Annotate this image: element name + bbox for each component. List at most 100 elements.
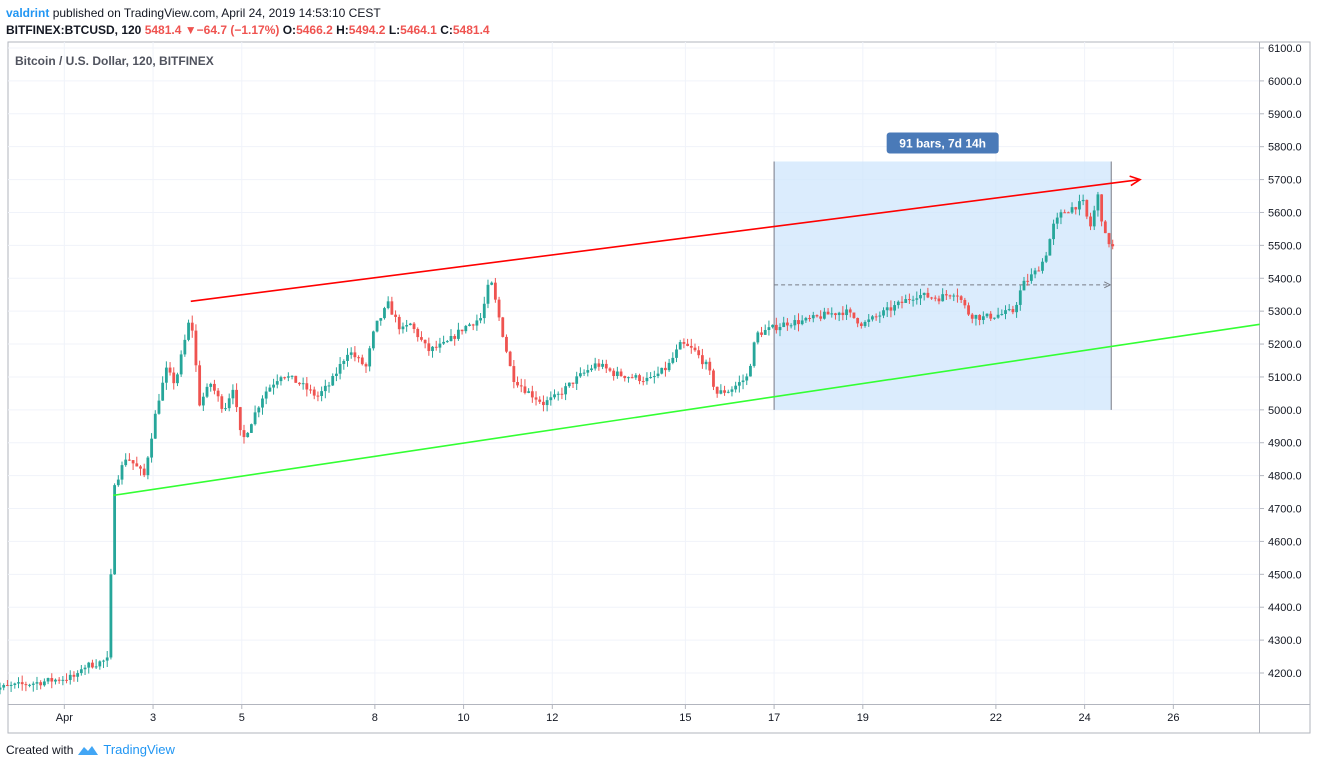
candle-body: [416, 328, 420, 338]
candle-body: [482, 303, 486, 319]
candle-body: [1007, 309, 1011, 311]
candle-body: [261, 398, 264, 408]
time-tick-label: 15: [679, 712, 691, 724]
candle-body: [1048, 239, 1052, 256]
candle-body: [127, 459, 131, 461]
candle-body: [61, 679, 65, 681]
candle-body: [941, 294, 945, 302]
candle-body: [268, 387, 272, 392]
candle-body: [1041, 261, 1044, 271]
candle-body: [453, 336, 457, 339]
candle-body: [1092, 210, 1096, 227]
candle-body: [822, 311, 826, 319]
candle-body: [375, 320, 379, 332]
candle-body: [1059, 212, 1063, 218]
candle-body: [845, 309, 848, 316]
candle-body: [752, 342, 756, 366]
candle-body: [619, 371, 623, 376]
candle-body: [1070, 207, 1074, 213]
candle-body: [1018, 290, 1022, 305]
candle-body: [431, 346, 434, 352]
candle-body: [937, 298, 941, 302]
candle-body: [819, 316, 823, 319]
candle-body: [157, 400, 161, 414]
candle-body: [475, 320, 479, 326]
tradingview-link[interactable]: TradingView: [103, 742, 175, 757]
low-label: L:: [388, 23, 401, 37]
candle-body: [778, 327, 782, 331]
candle-body: [1029, 274, 1033, 281]
candle-body: [24, 684, 28, 686]
candle-body: [993, 317, 996, 319]
candle-body: [989, 313, 993, 319]
candle-body: [94, 666, 98, 668]
candle-body: [900, 301, 904, 303]
time-axis[interactable]: Apr 3 5 8 10 12 15 17 19 22 24 26: [56, 704, 1180, 724]
candle-body: [279, 377, 283, 382]
candle-body: [190, 322, 194, 331]
candle-body: [346, 354, 349, 361]
candle-body: [623, 375, 627, 379]
candle-body: [811, 315, 815, 319]
candle-body: [582, 372, 586, 374]
candle-body: [608, 368, 612, 371]
price-tick-label: 6100.0: [1268, 43, 1302, 55]
candle-body: [693, 347, 697, 351]
candle-body: [512, 366, 516, 383]
candle-body: [1000, 313, 1004, 315]
candle-body: [800, 320, 804, 325]
candle-body: [652, 376, 656, 378]
candle-body: [246, 432, 250, 438]
candle-body: [390, 301, 394, 315]
candle-body: [700, 355, 704, 365]
candle-body: [793, 320, 797, 326]
candle-body: [856, 317, 860, 324]
candle-body: [689, 345, 693, 348]
candle-body: [1066, 212, 1070, 214]
candle-body: [161, 382, 165, 401]
candle-body: [227, 398, 231, 409]
candle-body: [209, 383, 213, 387]
candle-body: [944, 294, 948, 296]
candle-body: [131, 460, 135, 464]
time-tick-label: 17: [768, 712, 780, 724]
candle-body: [87, 662, 91, 668]
date-range-tool[interactable]: 91 bars, 7d 14h: [773, 132, 1112, 410]
candle-body: [249, 424, 253, 433]
candle-body: [549, 397, 553, 401]
candle-body: [220, 396, 224, 409]
publish-header: valdrint published on TradingView.com, A…: [6, 4, 381, 22]
candle-body: [678, 342, 682, 350]
candle-body: [187, 322, 190, 340]
candle-body: [712, 370, 715, 387]
price-tick-label: 5500.0: [1268, 240, 1302, 252]
price-tick-label: 5400.0: [1268, 273, 1302, 285]
candle-body: [335, 373, 338, 376]
candle-body: [896, 301, 900, 306]
candle-body: [1022, 280, 1026, 291]
candle-body: [601, 363, 604, 367]
candle-body: [933, 297, 937, 299]
candle-body: [497, 299, 501, 318]
candle-body: [368, 348, 372, 367]
last-price: 5481.4: [144, 23, 182, 37]
candle-body: [749, 365, 752, 377]
date-range-arrow-icon: [1104, 281, 1112, 289]
candle-body: [952, 295, 956, 297]
price-tick-label: 4300.0: [1268, 635, 1302, 647]
resistance-arrow-icon: [1129, 175, 1142, 187]
candle-body: [1100, 194, 1104, 222]
candle-body: [371, 331, 375, 349]
candle-body: [242, 430, 246, 438]
trend-lines[interactable]: [113, 175, 1260, 497]
price-axis[interactable]: 6100.0 6000.0 5900.0 5800.0 5700.0 5600.0 5500…: [1259, 43, 1302, 680]
candle-body: [79, 669, 83, 674]
candle-body: [1089, 216, 1092, 227]
candle-body: [360, 357, 364, 365]
author-name[interactable]: valdrint: [6, 6, 50, 20]
candle-body: [889, 307, 893, 311]
candle-body: [815, 315, 819, 317]
candle-body: [153, 413, 157, 439]
candle-body: [238, 407, 242, 431]
